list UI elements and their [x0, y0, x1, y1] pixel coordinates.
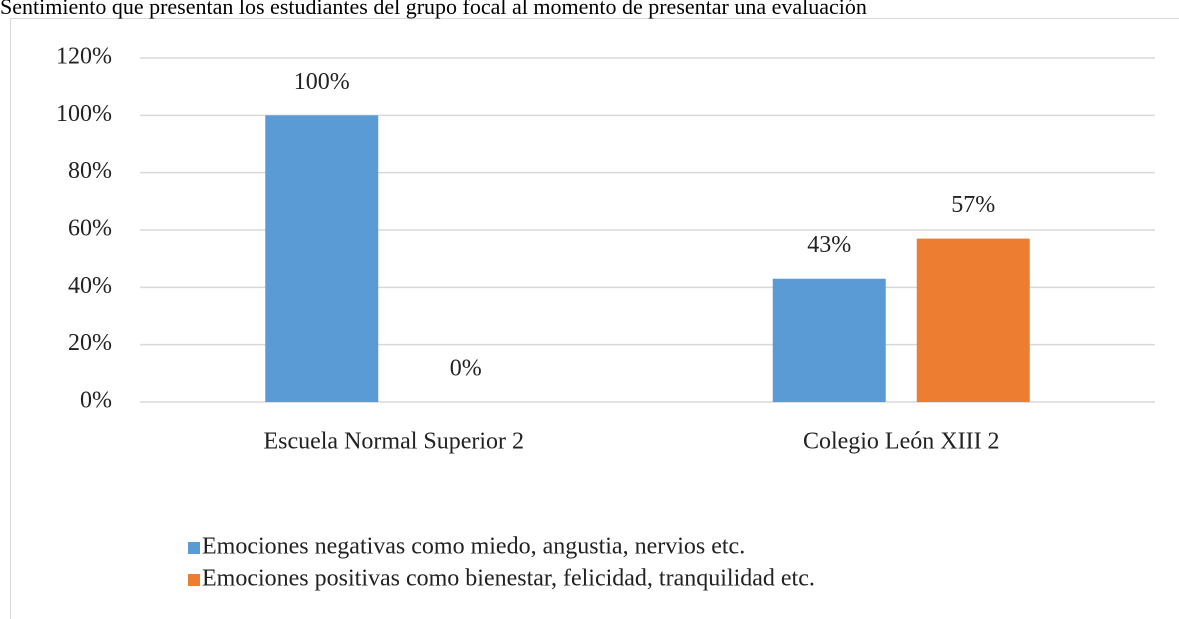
- y-tick-label: 40%: [68, 273, 112, 299]
- value-label: 57%: [951, 192, 995, 218]
- legend-swatch: [188, 542, 200, 554]
- y-tick-label: 80%: [68, 158, 112, 184]
- bar: [916, 238, 1030, 402]
- chart-title: Sentimiento que presentan los estudiante…: [0, 0, 867, 19]
- value-label: 0%: [450, 356, 482, 382]
- y-tick-label: 100%: [56, 101, 112, 127]
- bar: [265, 115, 379, 402]
- value-label: 43%: [807, 232, 851, 258]
- y-tick-label: 120%: [56, 44, 112, 70]
- x-tick-label: Colegio León XIII 2: [803, 429, 1000, 455]
- y-tick-label: 0%: [80, 388, 112, 414]
- x-tick-label: Escuela Normal Superior 2: [263, 429, 524, 455]
- chart-frame: [10, 18, 1179, 619]
- y-tick-label: 60%: [68, 216, 112, 242]
- bar: [772, 278, 886, 402]
- value-label: 100%: [294, 69, 350, 95]
- legend-label: Emociones positivas como bienestar, feli…: [202, 566, 815, 592]
- y-tick-label: 20%: [68, 330, 112, 356]
- legend-swatch: [188, 574, 200, 586]
- legend-label: Emociones negativas como miedo, angustia…: [202, 534, 745, 560]
